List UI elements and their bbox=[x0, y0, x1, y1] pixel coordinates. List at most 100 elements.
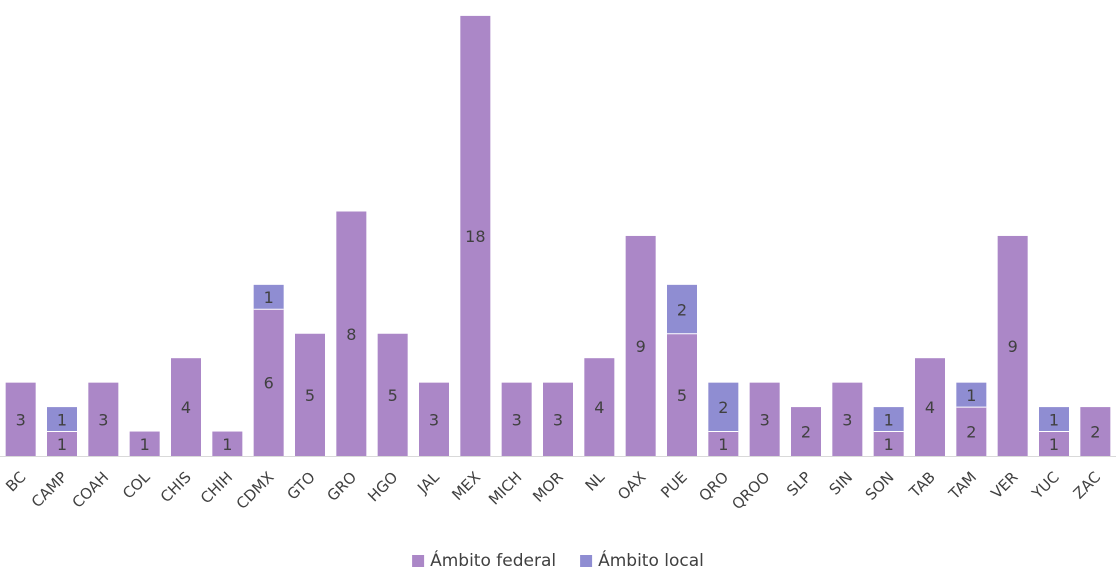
x-tick-label-bc: BC bbox=[2, 468, 29, 495]
bar-federal-yuc bbox=[1039, 431, 1069, 456]
bar-federal-cdmx bbox=[253, 309, 284, 456]
bar-federal-chis bbox=[171, 358, 201, 456]
bar-federal-qroo bbox=[749, 382, 780, 456]
legend-label-federal: Ámbito federal bbox=[430, 549, 556, 571]
x-tick-label-col: COL bbox=[119, 468, 154, 503]
data-label-federal-mex: 18 bbox=[465, 227, 485, 246]
bar-federal-col bbox=[129, 431, 160, 456]
bar-local-son bbox=[873, 407, 904, 432]
legend-swatch-federal bbox=[412, 555, 425, 567]
bar-local-yuc bbox=[1039, 407, 1069, 432]
x-tick-label-coah: COAH bbox=[69, 468, 113, 512]
bar-federal-gto bbox=[295, 333, 325, 456]
data-label-federal-son: 1 bbox=[884, 435, 894, 454]
data-label-federal-hgo: 5 bbox=[388, 386, 398, 405]
bar-local-qro bbox=[708, 382, 739, 432]
bar-federal-tab bbox=[915, 358, 945, 456]
data-label-federal-zac: 2 bbox=[1090, 423, 1100, 442]
data-label-federal-cdmx: 6 bbox=[264, 374, 274, 393]
data-label-federal-tab: 4 bbox=[925, 398, 935, 417]
data-label-federal-gro: 8 bbox=[346, 325, 356, 344]
bar-federal-mich bbox=[501, 382, 532, 456]
data-label-federal-chis: 4 bbox=[181, 398, 191, 417]
x-tick-label-cdmx: CDMX bbox=[233, 468, 278, 513]
data-label-federal-nl: 4 bbox=[594, 398, 604, 417]
data-label-federal-qroo: 3 bbox=[760, 410, 770, 429]
bar-federal-gro bbox=[336, 211, 367, 456]
bar-federal-pue bbox=[667, 333, 697, 456]
x-tick-label-son: SON bbox=[862, 468, 898, 504]
data-label-federal-slp: 2 bbox=[801, 423, 811, 442]
bar-local-pue bbox=[667, 284, 697, 334]
legend-item-federal: Ámbito federal bbox=[412, 549, 556, 571]
bar-federal-zac bbox=[1080, 407, 1111, 456]
x-tick-label-sin: SIN bbox=[826, 468, 857, 499]
data-label-local-qro: 2 bbox=[718, 398, 728, 417]
x-tick-label-slp: SLP bbox=[783, 468, 815, 500]
bar-federal-jal bbox=[419, 382, 449, 456]
x-tick-label-ver: VER bbox=[987, 468, 1021, 502]
bar-federal-ver bbox=[997, 235, 1028, 456]
x-tick-label-hgo: HGO bbox=[364, 468, 401, 505]
x-tick-label-tab: TAB bbox=[905, 468, 939, 502]
data-label-local-son: 1 bbox=[884, 410, 894, 429]
x-tick-label-yuc: YUC bbox=[1028, 468, 1063, 503]
bar-federal-sin bbox=[832, 382, 863, 456]
bar-federal-chih bbox=[212, 431, 243, 456]
x-tick-label-mich: MICH bbox=[485, 468, 525, 508]
x-tick-label-nl: NL bbox=[582, 468, 609, 495]
x-tick-label-pue: PUE bbox=[657, 468, 691, 502]
data-label-federal-jal: 3 bbox=[429, 410, 439, 429]
bar-local-tam bbox=[956, 382, 987, 408]
data-label-federal-mich: 3 bbox=[512, 410, 522, 429]
data-label-federal-pue: 5 bbox=[677, 386, 687, 405]
data-label-federal-col: 1 bbox=[140, 435, 150, 454]
bar-federal-slp bbox=[791, 407, 821, 456]
data-label-federal-gto: 5 bbox=[305, 386, 315, 405]
data-label-local-tam: 1 bbox=[966, 386, 976, 405]
x-tick-label-mor: MOR bbox=[529, 468, 567, 506]
x-tick-label-jal: JAL bbox=[413, 468, 443, 498]
data-label-federal-mor: 3 bbox=[553, 410, 563, 429]
bar-federal-camp bbox=[47, 431, 77, 456]
data-label-federal-oax: 9 bbox=[636, 337, 646, 356]
bar-federal-oax bbox=[625, 235, 656, 456]
bar-federal-mor bbox=[543, 382, 573, 456]
data-label-federal-bc: 3 bbox=[16, 410, 26, 429]
x-tick-label-camp: CAMP bbox=[28, 468, 71, 511]
data-label-federal-coah: 3 bbox=[98, 410, 108, 429]
bar-federal-qro bbox=[708, 431, 739, 456]
data-label-local-pue: 2 bbox=[677, 300, 687, 319]
bar-federal-nl bbox=[584, 358, 615, 456]
x-tick-label-chih: CHIH bbox=[197, 468, 236, 507]
bar-federal-tam bbox=[956, 407, 987, 456]
legend-label-local: Ámbito local bbox=[598, 549, 704, 571]
x-tick-label-tam: TAM bbox=[945, 468, 980, 503]
x-tick-label-oax: OAX bbox=[614, 468, 649, 503]
data-label-federal-ver: 9 bbox=[1008, 337, 1018, 356]
legend: Ámbito federal Ámbito local bbox=[412, 549, 704, 571]
bar-local-camp bbox=[47, 407, 77, 432]
data-label-local-camp: 1 bbox=[57, 410, 67, 429]
data-label-local-yuc: 1 bbox=[1049, 410, 1059, 429]
bar-federal-hgo bbox=[377, 333, 408, 456]
bar-federal-bc bbox=[5, 382, 36, 456]
x-tick-label-gro: GRO bbox=[323, 468, 360, 505]
x-tick-label-zac: ZAC bbox=[1070, 468, 1104, 502]
x-tick-label-gto: GTO bbox=[283, 468, 318, 503]
data-label-federal-sin: 3 bbox=[842, 410, 852, 429]
legend-swatch-local bbox=[580, 555, 593, 567]
bar-federal-mex bbox=[460, 15, 491, 457]
data-label-federal-tam: 2 bbox=[966, 423, 976, 442]
x-tick-label-mex: MEX bbox=[448, 468, 484, 504]
bar-federal-coah bbox=[88, 382, 119, 456]
data-label-federal-camp: 1 bbox=[57, 435, 67, 454]
data-label-local-cdmx: 1 bbox=[264, 288, 274, 307]
bar-federal-son bbox=[873, 431, 904, 456]
data-label-federal-qro: 1 bbox=[718, 435, 728, 454]
data-label-federal-yuc: 1 bbox=[1049, 435, 1059, 454]
bar-local-cdmx bbox=[253, 284, 284, 310]
